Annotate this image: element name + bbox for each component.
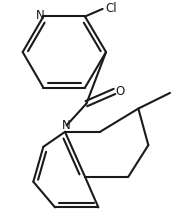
Text: N: N	[62, 119, 71, 132]
Text: O: O	[116, 85, 125, 98]
Text: Cl: Cl	[105, 2, 117, 15]
Text: N: N	[35, 9, 44, 22]
